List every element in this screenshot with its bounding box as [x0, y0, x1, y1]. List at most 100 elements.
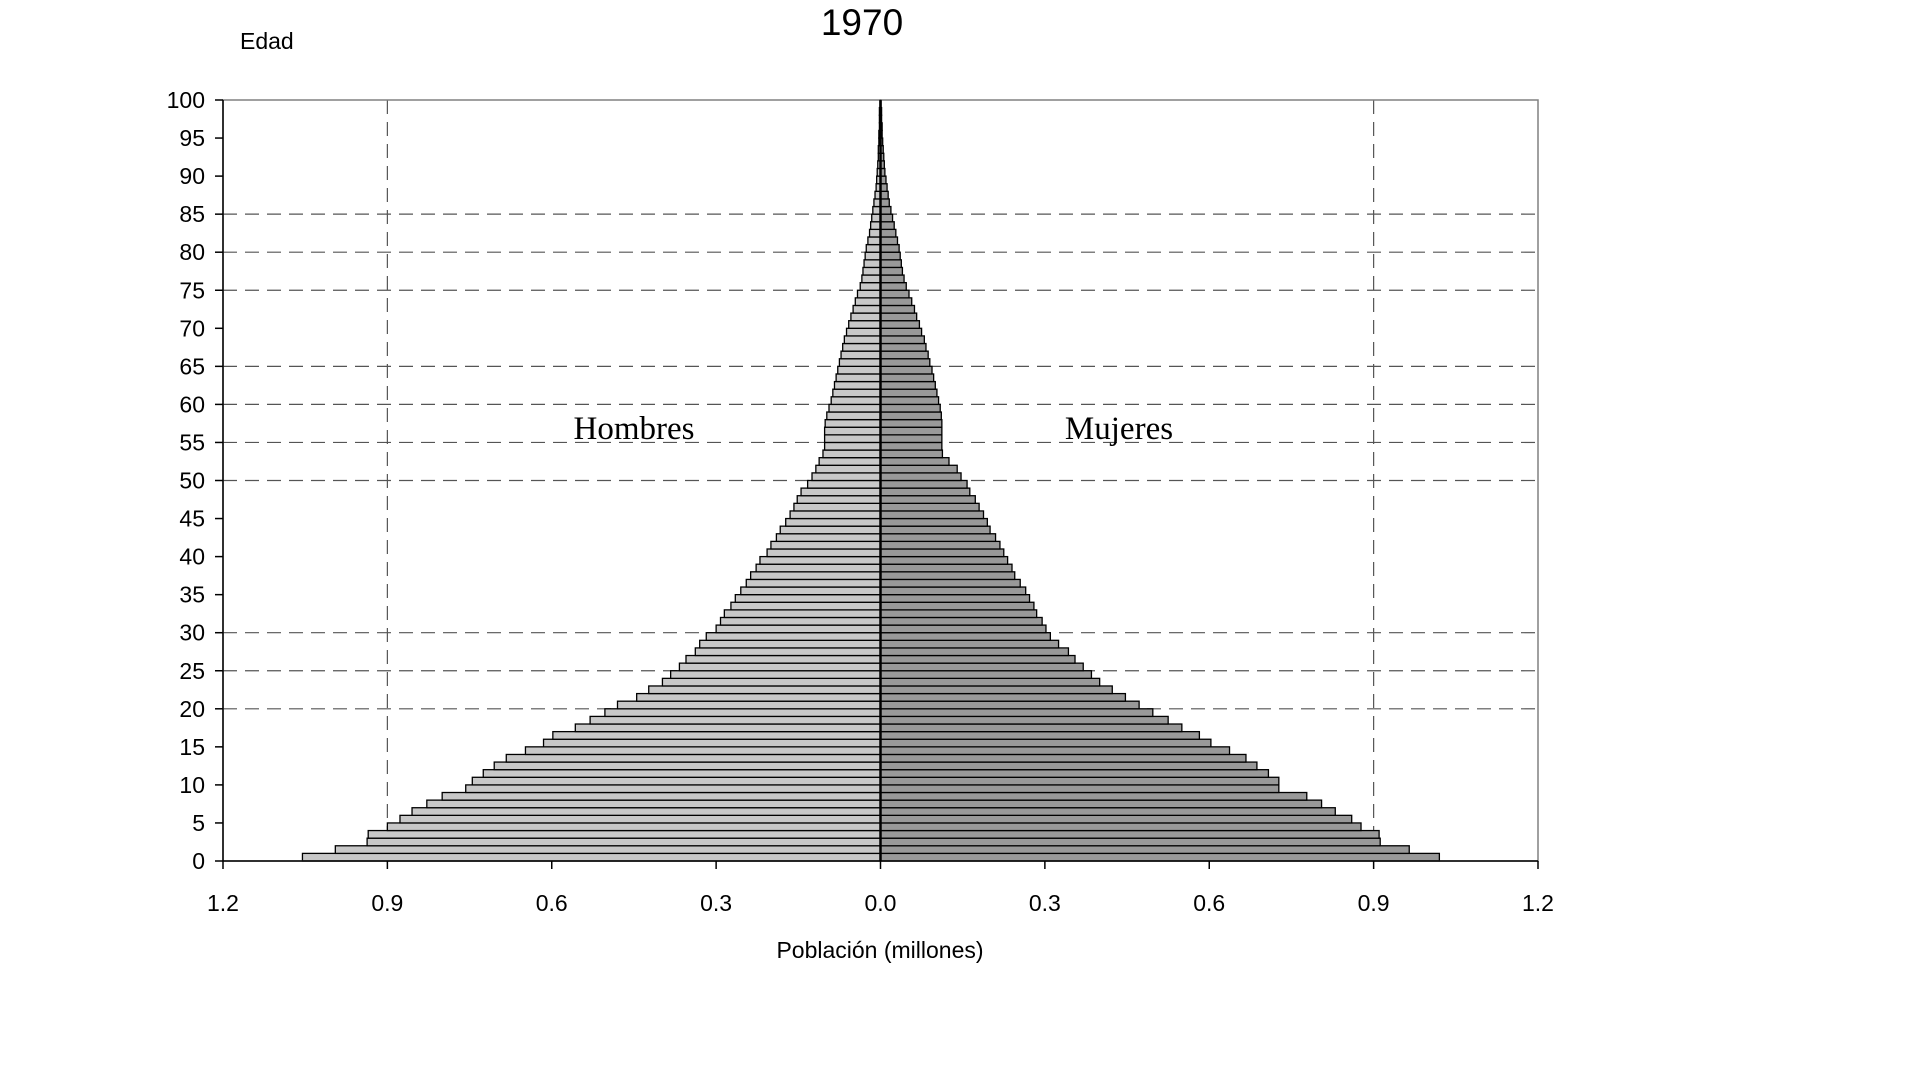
- bar-hombres: [524, 746, 882, 756]
- bar-mujeres: [879, 555, 1009, 565]
- y-tick-label: 70: [179, 315, 205, 341]
- bar-hombres: [589, 715, 882, 725]
- bar-hombres: [832, 388, 882, 398]
- bar-mujeres: [879, 274, 905, 284]
- bar-hombres: [823, 441, 882, 451]
- bar-hombres: [730, 601, 882, 611]
- chart-title: 1970: [821, 2, 903, 43]
- bar-mujeres: [879, 350, 929, 360]
- bar-mujeres: [879, 457, 950, 466]
- bar-hombres: [811, 472, 882, 482]
- y-tick-label: 100: [167, 87, 205, 113]
- bar-mujeres: [879, 715, 1169, 725]
- bar-mujeres: [879, 822, 1362, 832]
- bar-hombres: [399, 814, 882, 824]
- bar-hombres: [838, 358, 882, 367]
- y-tick-label: 55: [179, 429, 205, 455]
- bar-mujeres: [879, 746, 1231, 756]
- bar-mujeres: [879, 807, 1336, 816]
- bar-mujeres: [879, 814, 1353, 824]
- bar-mujeres: [879, 441, 943, 451]
- y-tick-label: 45: [179, 506, 205, 532]
- bar-mujeres: [879, 373, 935, 383]
- bar-mujeres: [879, 380, 936, 390]
- bar-mujeres: [879, 601, 1035, 611]
- bar-hombres: [755, 563, 882, 573]
- bar-mujeres: [879, 396, 940, 406]
- bar-hombres: [863, 259, 882, 269]
- bar-hombres: [685, 654, 882, 664]
- bar-hombres: [740, 586, 882, 596]
- bar-hombres: [871, 213, 882, 223]
- bar-hombres: [648, 685, 882, 695]
- bar-mujeres: [879, 236, 899, 246]
- bar-mujeres: [879, 769, 1270, 778]
- bar-mujeres: [879, 297, 913, 307]
- bar-hombres: [678, 662, 882, 672]
- bar-hombres: [785, 517, 882, 527]
- bar-hombres: [865, 243, 882, 253]
- bar-mujeres: [879, 205, 892, 215]
- bar-mujeres: [879, 654, 1076, 664]
- bar-mujeres: [879, 304, 916, 314]
- y-tick-label: 50: [179, 468, 205, 494]
- bar-hombres: [465, 784, 882, 794]
- x-tick-label: 0.6: [536, 890, 568, 916]
- bar-hombres: [694, 647, 882, 657]
- bar-hombres: [845, 327, 882, 337]
- bar-hombres: [770, 540, 882, 550]
- bar-hombres: [830, 396, 882, 406]
- bar-mujeres: [879, 677, 1101, 687]
- bar-mujeres: [879, 320, 921, 329]
- bar-hombres: [867, 236, 882, 246]
- bar-mujeres: [879, 342, 927, 352]
- bar-mujeres: [879, 578, 1021, 588]
- bar-hombres: [471, 776, 882, 786]
- bar-hombres: [766, 548, 882, 558]
- bar-mujeres: [879, 525, 991, 535]
- bar-mujeres: [879, 776, 1280, 786]
- bar-hombres: [366, 837, 882, 847]
- bar-hombres: [705, 632, 882, 641]
- y-tick-label: 60: [179, 391, 205, 417]
- bar-mujeres: [879, 540, 1001, 550]
- bar-mujeres: [879, 738, 1212, 748]
- bar-mujeres: [879, 365, 933, 375]
- bar-hombres: [796, 495, 882, 504]
- bar-hombres: [616, 700, 882, 710]
- x-tick-label: 0.3: [700, 890, 732, 916]
- bar-hombres: [800, 487, 882, 497]
- bar-mujeres: [879, 692, 1127, 702]
- x-tick-label: 0.9: [371, 890, 403, 916]
- x-tick-label: 0.0: [865, 890, 897, 916]
- bar-mujeres: [879, 563, 1013, 573]
- bar-mujeres: [879, 411, 942, 421]
- bar-mujeres: [879, 251, 901, 261]
- bar-hombres: [334, 845, 882, 855]
- x-tick-label: 0.6: [1193, 890, 1225, 916]
- bar-hombres: [850, 312, 882, 322]
- bar-mujeres: [879, 586, 1027, 596]
- bar-mujeres: [879, 730, 1201, 740]
- bar-mujeres: [879, 472, 962, 482]
- gridlines: [223, 100, 1538, 861]
- y-tick-label: 10: [179, 772, 205, 798]
- bar-hombres: [505, 753, 882, 763]
- bar-hombres: [793, 502, 882, 512]
- bar-hombres: [854, 297, 882, 307]
- bar-hombres: [441, 791, 882, 801]
- bar-mujeres: [879, 434, 943, 444]
- x-tick-label: 0.3: [1029, 890, 1061, 916]
- bar-hombres: [806, 479, 882, 489]
- y-tick-label: 80: [179, 239, 205, 265]
- bar-hombres: [542, 738, 882, 748]
- bar-mujeres: [879, 571, 1016, 581]
- bar-mujeres: [879, 685, 1113, 695]
- bar-mujeres: [879, 335, 925, 345]
- y-tick-label: 30: [179, 620, 205, 646]
- bar-hombres: [859, 281, 882, 291]
- bar-hombres: [843, 335, 882, 345]
- bar-hombres: [386, 822, 882, 832]
- y-tick-label: 5: [192, 810, 205, 836]
